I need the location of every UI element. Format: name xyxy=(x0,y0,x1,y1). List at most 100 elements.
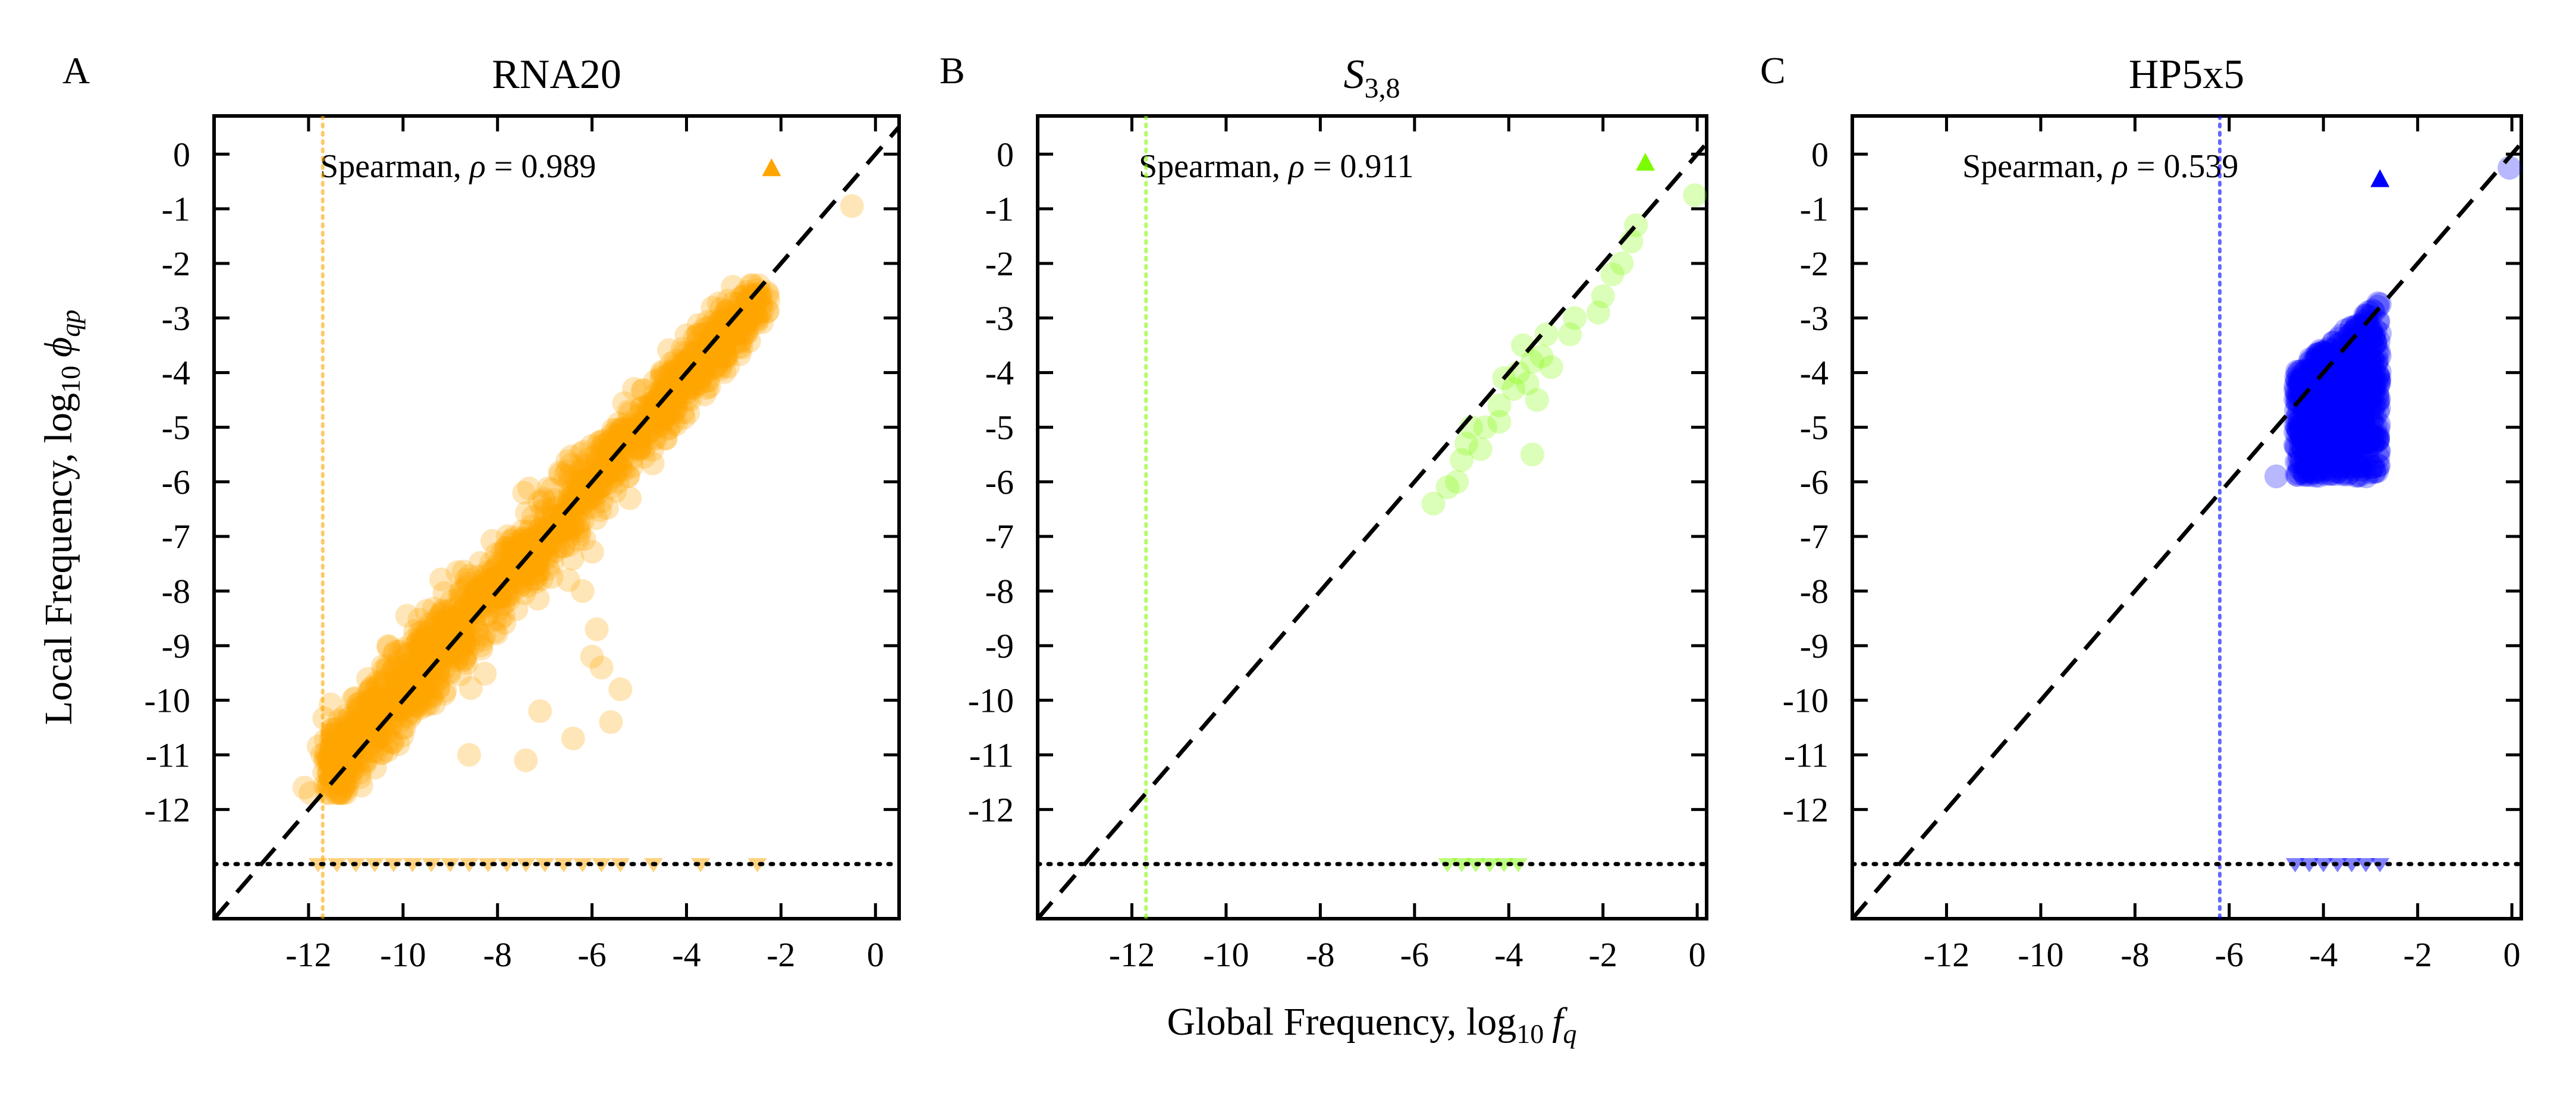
data-point xyxy=(523,566,547,590)
data-point xyxy=(2315,342,2339,366)
data-point xyxy=(359,718,384,743)
data-point xyxy=(597,444,621,468)
zero-frequency-marker xyxy=(384,858,403,873)
data-point xyxy=(584,506,608,530)
data-point xyxy=(328,781,353,805)
data-point xyxy=(2344,393,2368,417)
data-point xyxy=(433,614,458,638)
data-point xyxy=(514,529,539,553)
data-point xyxy=(331,781,355,805)
data-point xyxy=(529,567,554,591)
data-point xyxy=(612,391,636,415)
data-point xyxy=(334,726,359,750)
data-point xyxy=(563,495,586,520)
data-point xyxy=(2337,366,2361,391)
data-point xyxy=(2289,381,2313,405)
data-point xyxy=(2296,411,2320,436)
data-point xyxy=(732,299,756,323)
data-point xyxy=(566,471,590,495)
data-point xyxy=(2330,401,2355,425)
data-point xyxy=(2332,435,2356,460)
data-point xyxy=(391,637,416,661)
data-point xyxy=(2302,445,2327,469)
data-point xyxy=(2361,326,2386,351)
data-point xyxy=(2305,345,2330,369)
data-point xyxy=(1610,252,1634,275)
data-point xyxy=(2325,395,2349,420)
data-point xyxy=(400,659,424,683)
data-point xyxy=(2286,463,2310,487)
data-point xyxy=(2367,340,2391,364)
data-point xyxy=(555,449,580,473)
data-point xyxy=(468,592,492,615)
data-point xyxy=(403,663,426,687)
data-point xyxy=(1445,470,1469,494)
data-point xyxy=(734,309,759,333)
data-point xyxy=(437,659,461,683)
data-point xyxy=(360,686,384,710)
data-point xyxy=(428,629,452,653)
data-point xyxy=(618,486,642,510)
data-point xyxy=(522,567,546,592)
data-point xyxy=(644,399,668,423)
data-point xyxy=(654,426,678,451)
data-point xyxy=(504,564,529,589)
data-point xyxy=(2346,382,2370,406)
data-point xyxy=(2320,450,2343,475)
data-point xyxy=(664,348,688,373)
data-point xyxy=(696,369,720,393)
data-point xyxy=(610,430,634,454)
x-tick-label: -4 xyxy=(672,935,700,974)
data-point xyxy=(558,464,582,488)
data-point xyxy=(684,331,709,356)
data-point xyxy=(332,773,356,797)
data-point xyxy=(2333,403,2358,427)
data-point xyxy=(2285,368,2310,392)
data-point xyxy=(2301,378,2324,402)
data-point xyxy=(2325,368,2349,392)
data-point xyxy=(2330,442,2354,467)
data-point xyxy=(2302,431,2327,455)
data-point xyxy=(363,703,388,727)
data-point xyxy=(2298,358,2323,382)
data-point xyxy=(2340,442,2364,467)
data-point xyxy=(424,627,448,651)
data-point xyxy=(337,721,361,746)
data-point xyxy=(486,551,511,576)
data-point xyxy=(693,360,718,384)
data-point xyxy=(429,602,454,626)
data-point xyxy=(686,323,710,347)
data-point xyxy=(743,293,767,317)
data-point xyxy=(678,388,702,412)
data-point xyxy=(2287,400,2311,425)
data-point xyxy=(2340,367,2364,392)
data-point xyxy=(588,498,612,522)
data-point xyxy=(659,351,683,376)
y-tick-label: -10 xyxy=(1783,681,1829,720)
data-point xyxy=(713,343,737,367)
data-point xyxy=(561,513,586,537)
data-point xyxy=(2311,389,2336,414)
data-point xyxy=(376,690,400,715)
data-point xyxy=(321,722,345,746)
data-point xyxy=(436,618,460,643)
data-point xyxy=(332,774,356,799)
data-point xyxy=(2323,403,2348,427)
data-point xyxy=(703,333,728,357)
data-point xyxy=(319,753,343,777)
data-point xyxy=(736,306,761,331)
data-point xyxy=(411,678,436,703)
data-point xyxy=(2291,435,2315,460)
data-point xyxy=(713,345,737,369)
data-point xyxy=(2311,340,2336,364)
data-point xyxy=(625,435,649,460)
data-point xyxy=(379,683,404,708)
data-point xyxy=(591,442,615,466)
data-point xyxy=(685,341,709,365)
data-point xyxy=(569,442,593,466)
data-point xyxy=(404,695,428,719)
data-point xyxy=(714,347,738,372)
data-point xyxy=(2336,348,2361,372)
data-point xyxy=(470,575,495,599)
data-point xyxy=(2350,338,2374,362)
